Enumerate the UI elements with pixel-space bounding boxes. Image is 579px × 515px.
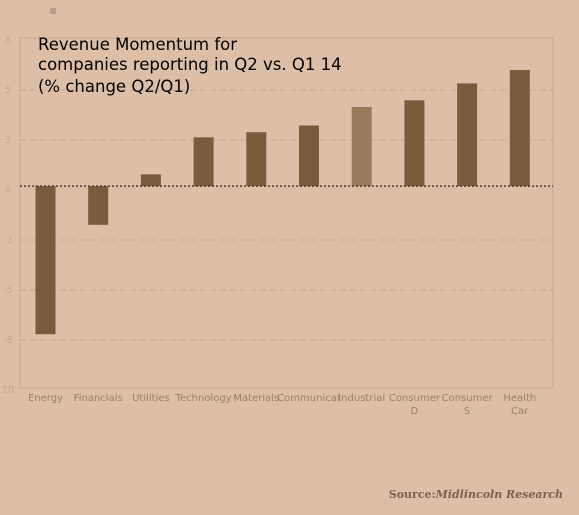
category-label: Materials: [233, 393, 279, 404]
chart-title: Revenue Momentum for companies reporting…: [38, 35, 342, 96]
bar: [351, 107, 372, 187]
legend-marker-icon: [50, 8, 56, 14]
title-line-1: Revenue Momentum for: [38, 35, 237, 54]
category-label: Technology: [175, 393, 232, 404]
category-label: Consumer S: [442, 393, 494, 417]
bar: [457, 83, 478, 186]
category-label: Financials: [74, 393, 123, 404]
category-label: Industrial: [338, 393, 385, 404]
source-name: Midlincoln Research: [435, 488, 563, 501]
y-axis-tick-labels: 8 5 3 0 -3 -5 -8 10: [2, 35, 14, 396]
source-note: Source:Midlincoln Research: [389, 488, 563, 501]
bar: [140, 174, 161, 187]
y-tick-label: 3: [5, 135, 11, 146]
bar: [35, 186, 56, 335]
category-label: Consumer D: [389, 393, 441, 417]
bars: [35, 70, 530, 335]
category-labels: Energy Financials Utilities Technology Mater…: [28, 393, 536, 417]
bar: [509, 70, 530, 187]
y-tick-label: 0: [5, 185, 11, 196]
bar: [246, 132, 267, 186]
title-line-3: (% change Q2/Q1): [38, 77, 190, 96]
y-tick-label: 10: [2, 385, 14, 396]
source-prefix: Source:: [389, 488, 436, 501]
y-tick-label: -5: [3, 285, 12, 296]
title-line-2: companies reporting in Q2 vs. Q1 14: [38, 55, 342, 74]
bar: [299, 125, 319, 187]
category-label: Health Car: [503, 393, 536, 417]
bar: [404, 100, 425, 187]
category-label: Communicat: [277, 393, 341, 404]
y-tick-label: -3: [3, 235, 12, 246]
y-tick-label: 8: [5, 35, 11, 46]
bar: [193, 137, 214, 187]
bar: [88, 186, 109, 225]
category-label: Utilities: [132, 393, 170, 404]
y-tick-label: -8: [3, 335, 12, 346]
y-tick-label: 5: [5, 85, 11, 96]
category-label: Energy: [28, 393, 63, 404]
plot-frame: [19, 37, 554, 389]
